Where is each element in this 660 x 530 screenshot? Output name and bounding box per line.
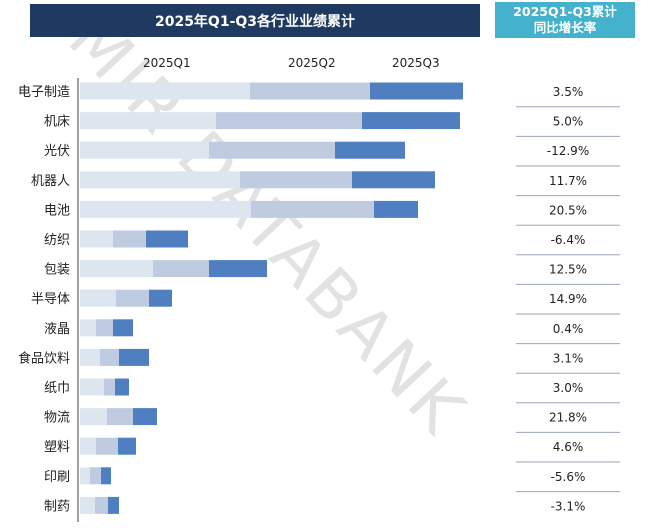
category-label: 包装: [44, 263, 70, 278]
growth-rate-value: 5.0%: [553, 115, 584, 129]
bar-2025q1-segment: [80, 171, 240, 189]
growth-rate-value: 12.5%: [549, 263, 587, 277]
bar-2025q2-segment: [113, 230, 146, 248]
category-label: 食品饮料: [18, 350, 70, 366]
bar-2025q1-segment: [80, 82, 250, 100]
bar-2025q3-segment: [118, 437, 136, 455]
category-label: 物流: [44, 411, 70, 426]
bar-2025q3-segment: [209, 260, 267, 278]
bar-2025q1-segment: [80, 348, 100, 366]
growth-rate-value: -12.9%: [547, 144, 589, 158]
bar-2025q1-segment: [80, 141, 209, 159]
bar-2025q3-segment: [335, 141, 405, 159]
growth-rate-value: 4.6%: [553, 440, 584, 454]
bar-2025q2-segment: [96, 319, 113, 337]
bar-2025q1-segment: [80, 200, 251, 218]
growth-rate-value: 0.4%: [553, 322, 584, 336]
bar-2025q3-segment: [362, 112, 460, 130]
growth-rate-value: 20.5%: [549, 203, 587, 217]
bar-2025q2-segment: [100, 348, 119, 366]
bar-2025q3-segment: [133, 408, 157, 426]
bar-2025q2-segment: [251, 200, 374, 218]
category-label: 电池: [44, 203, 70, 218]
bar-2025q3-segment: [101, 467, 111, 485]
bar-2025q2-segment: [90, 467, 101, 485]
bar-2025q2-segment: [104, 378, 115, 396]
legend-q2: 2025Q2: [288, 56, 336, 70]
growth-column-header: 2025Q1-Q3累计 同比增长率: [495, 2, 635, 38]
bar-2025q1-segment: [80, 319, 96, 337]
category-label: 光伏: [44, 144, 70, 159]
bar-2025q3-segment: [108, 496, 119, 514]
legend-q3: 2025Q3: [392, 56, 440, 70]
category-label: 纸巾: [44, 381, 70, 396]
bar-2025q1-segment: [80, 260, 153, 278]
bar-2025q1-segment: [80, 467, 90, 485]
chart-title: 2025年Q1-Q3各行业业绩累计: [30, 4, 480, 37]
bar-2025q3-segment: [113, 319, 133, 337]
category-label: 塑料: [44, 440, 70, 455]
bar-2025q3-segment: [119, 348, 149, 366]
bar-2025q2-segment: [240, 171, 352, 189]
bar-2025q3-segment: [149, 289, 172, 307]
category-label: 机器人: [31, 174, 70, 189]
bar-2025q2-segment: [96, 437, 118, 455]
growth-rate-value: 11.7%: [549, 174, 587, 188]
category-label: 印刷: [44, 470, 70, 485]
bar-2025q3-segment: [115, 378, 129, 396]
bar-2025q2-segment: [153, 260, 209, 278]
category-label: 制药: [44, 499, 70, 514]
bar-2025q2-segment: [107, 408, 133, 426]
bar-2025q3-segment: [352, 171, 435, 189]
bar-2025q1-segment: [80, 230, 113, 248]
bar-2025q1-segment: [80, 378, 104, 396]
category-label: 液晶: [44, 322, 70, 337]
growth-rate-value: 3.0%: [553, 381, 584, 395]
growth-rate-value: -6.4%: [551, 233, 586, 247]
bar-2025q2-segment: [216, 112, 362, 130]
growth-header-line1: 2025Q1-Q3累计: [513, 4, 617, 19]
bar-2025q3-segment: [370, 82, 463, 100]
bar-2025q1-segment: [80, 437, 96, 455]
legend-q1: 2025Q1: [143, 56, 191, 70]
growth-rate-value: 21.8%: [549, 411, 587, 425]
bar-2025q1-segment: [80, 408, 107, 426]
bar-2025q2-segment: [116, 289, 149, 307]
category-label: 纺织: [44, 233, 70, 248]
bar-2025q1-segment: [80, 289, 116, 307]
bar-2025q3-segment: [374, 200, 418, 218]
growth-rate-value: 14.9%: [549, 292, 587, 306]
growth-rate-value: 3.5%: [553, 85, 584, 99]
bar-2025q1-segment: [80, 496, 95, 514]
growth-rate-value: 3.1%: [553, 351, 584, 365]
category-label: 半导体: [31, 292, 70, 307]
growth-rate-value: -5.6%: [551, 470, 586, 484]
category-label: 机床: [44, 115, 70, 130]
growth-rate-value: -3.1%: [551, 499, 586, 513]
bar-2025q3-segment: [146, 230, 188, 248]
growth-header-line2: 同比增长率: [533, 20, 597, 35]
bar-2025q2-segment: [209, 141, 335, 159]
bar-2025q1-segment: [80, 112, 216, 130]
category-label: 电子制造: [18, 85, 70, 100]
bar-2025q2-segment: [95, 496, 108, 514]
bar-2025q2-segment: [250, 82, 370, 100]
